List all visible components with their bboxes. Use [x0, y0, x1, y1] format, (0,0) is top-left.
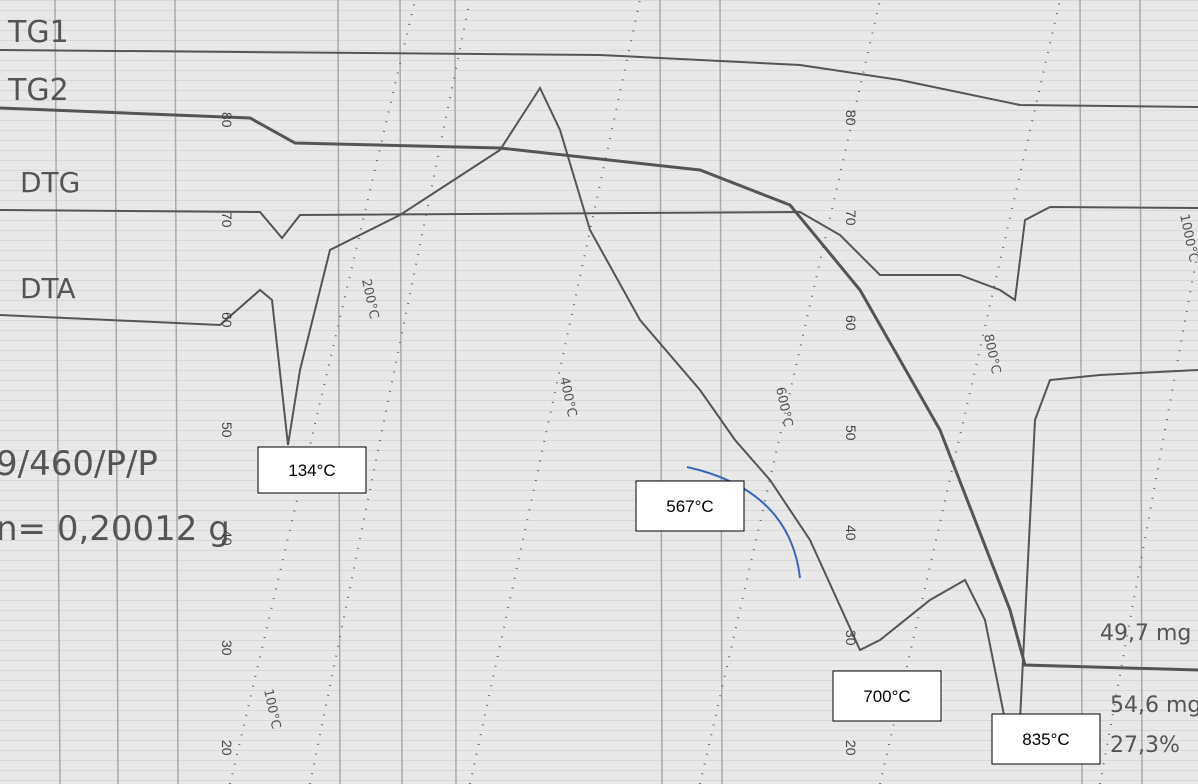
scale-label: 70 — [219, 212, 235, 228]
annotation: 134°C — [288, 461, 335, 480]
scale-label: 60 — [219, 312, 235, 328]
scale-label: 50 — [219, 422, 235, 438]
scale-label: 70 — [843, 210, 859, 226]
curve-label: TG1 — [7, 15, 69, 50]
annotation: 835°C — [1022, 730, 1069, 749]
scale-label: 50 — [843, 425, 859, 441]
page: TG1 TG2 DTG DTA 9/460/P/P n= 0,20012 g 8… — [0, 0, 1198, 784]
note: 49,7 mg — [1100, 621, 1191, 646]
annotation: 567°C — [666, 497, 713, 516]
scale-label: 30 — [843, 630, 859, 646]
grid — [0, 0, 1198, 784]
note: 27,3% — [1110, 733, 1180, 758]
sample-code: 9/460/P/P — [0, 444, 158, 484]
scale-label: 80 — [219, 112, 235, 128]
scale-label: 40 — [219, 530, 235, 546]
scale-label: 30 — [219, 640, 235, 656]
note: 54,6 mg — [1110, 693, 1198, 718]
sample-mass: n= 0,20012 g — [0, 509, 230, 549]
annotation: 700°C — [863, 687, 910, 706]
scale-label: 40 — [843, 525, 859, 541]
thermogram: TG1 TG2 DTG DTA 9/460/P/P n= 0,20012 g 8… — [0, 0, 1198, 784]
scale-label: 20 — [843, 740, 859, 756]
scale-label: 60 — [843, 315, 859, 331]
curve-label: DTA — [20, 272, 76, 305]
curve-label: TG2 — [7, 73, 69, 108]
curve-label: DTG — [20, 166, 80, 199]
scale-label: 20 — [219, 740, 235, 756]
scale-label: 80 — [843, 110, 859, 126]
